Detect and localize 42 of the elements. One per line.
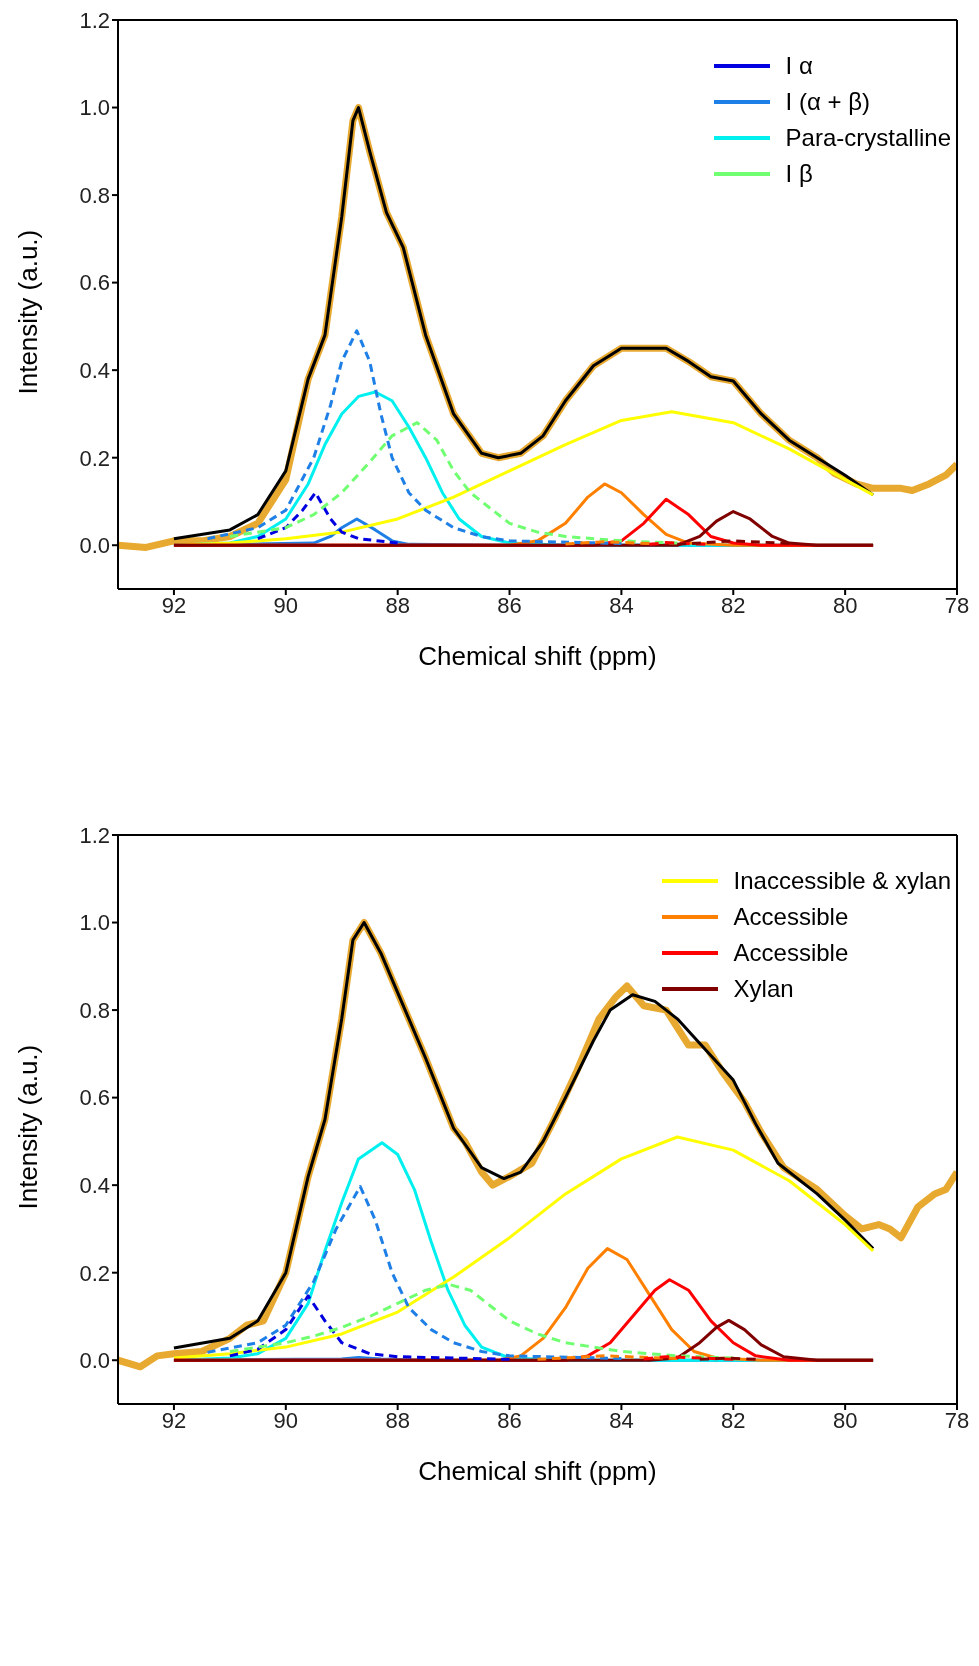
y-axis-title: Intensity (a.u.) xyxy=(13,1044,44,1210)
legend-label: Accessible xyxy=(733,902,849,932)
y-tick-label: 0.4 xyxy=(79,1172,110,1198)
x-tick-label: 92 xyxy=(161,592,187,618)
x-tick-label: 84 xyxy=(609,1407,634,1433)
y-tick-label: 1.0 xyxy=(79,95,110,121)
y-tick-label: 0.2 xyxy=(79,445,110,471)
legend-label: I β xyxy=(785,159,813,189)
x-tick-label: 90 xyxy=(273,1407,299,1433)
x-tick-label: 78 xyxy=(944,592,970,618)
x-tick-label: 82 xyxy=(721,1407,746,1433)
y-tick-label: 0.2 xyxy=(79,1260,110,1286)
y-tick-label: 0.4 xyxy=(79,357,110,383)
x-tick-label: 88 xyxy=(385,592,410,618)
y-tick-label: 1.2 xyxy=(79,7,110,33)
y-tick-label: 1.2 xyxy=(79,822,110,848)
y-tick-label: 0.0 xyxy=(79,533,110,559)
x-tick-label: 86 xyxy=(497,592,522,618)
legend-label: Inaccessible & xylan xyxy=(733,866,951,896)
y-tick-label: 0.8 xyxy=(79,182,110,208)
x-tick-label: 80 xyxy=(832,592,858,618)
x-tick-label: 78 xyxy=(944,1407,970,1433)
x-axis-title: Chemical shift (ppm) xyxy=(418,1456,657,1486)
x-tick-label: 82 xyxy=(721,592,746,618)
x-axis-title: Chemical shift (ppm) xyxy=(418,641,657,671)
legend-label: I (α + β) xyxy=(785,87,870,117)
x-tick-label: 88 xyxy=(385,1407,410,1433)
y-tick-label: 1.0 xyxy=(79,910,110,936)
x-tick-label: 86 xyxy=(497,1407,522,1433)
x-tick-label: 90 xyxy=(273,592,299,618)
x-tick-label: 84 xyxy=(609,592,634,618)
y-tick-label: 0.6 xyxy=(79,1085,110,1111)
x-tick-label: 80 xyxy=(832,1407,858,1433)
y-axis-title: Intensity (a.u.) xyxy=(13,229,44,395)
y-tick-label: 0.0 xyxy=(79,1348,110,1374)
y-tick-label: 0.8 xyxy=(79,997,110,1023)
legend-label: Accessible xyxy=(733,938,849,968)
y-tick-label: 0.6 xyxy=(79,270,110,296)
legend-label: I α xyxy=(785,51,813,81)
legend-label: Xylan xyxy=(733,974,794,1004)
legend-label: Para-crystalline xyxy=(785,123,951,153)
x-tick-label: 92 xyxy=(161,1407,187,1433)
